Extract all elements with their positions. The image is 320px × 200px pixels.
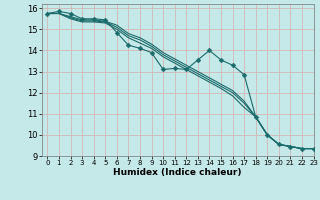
X-axis label: Humidex (Indice chaleur): Humidex (Indice chaleur)	[113, 168, 242, 177]
